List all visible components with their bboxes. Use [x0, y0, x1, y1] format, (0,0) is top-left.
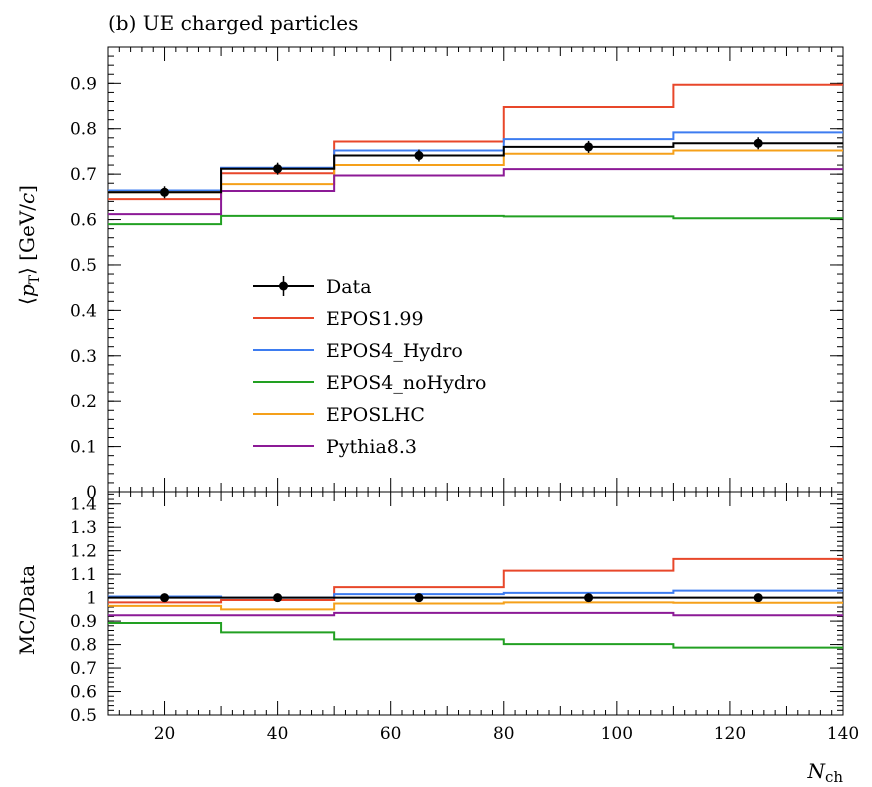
main-y-tick-label: 0.8 — [70, 120, 97, 140]
x-tick-label: 120 — [714, 724, 746, 744]
ratio-y-tick-label: 1.3 — [70, 518, 97, 538]
data-ratio-point — [753, 593, 763, 603]
ratio-y-tick-label: 0.8 — [70, 636, 97, 656]
x-axis-label-main: N — [806, 759, 826, 783]
legend-data-marker — [279, 281, 288, 291]
ratio-line-epos4-hydro — [108, 589, 843, 599]
legend: Data EPOS1.99 EPOS4_Hydro EPOS4_noHydro EPOS… — [253, 276, 487, 458]
ratio-line-eposlhc — [108, 601, 843, 611]
ratio-line-epos4-nohydro — [108, 621, 843, 649]
ratio-line-pythia8-3 — [108, 611, 843, 617]
x-tick-label: 60 — [380, 724, 402, 744]
ratio-y-tick-label: 0.6 — [70, 683, 97, 703]
legend-label-epos1-99: EPOS1.99 — [326, 308, 424, 330]
main-y-tick-label: 0.7 — [70, 165, 97, 185]
y-axis-label-end: ] — [15, 185, 39, 193]
series-line-epos4-nohydro — [108, 214, 843, 226]
x-axis-label: Nch — [806, 759, 843, 786]
data-ratio-point — [160, 593, 170, 603]
ratio-y-tick-label: 1 — [86, 589, 97, 609]
chart-title: (b) UE charged particles — [108, 11, 358, 35]
y-axis-label: ⟨pT⟩ [GeV/c] — [15, 185, 43, 305]
ratio-y-tick-label: 1.1 — [70, 565, 97, 585]
ratio-series — [108, 557, 843, 649]
legend-label-epos4-hydro: EPOS4_Hydro — [326, 340, 463, 362]
main-y-tick-label: 0.9 — [70, 74, 97, 94]
x-tick-label: 100 — [601, 724, 633, 744]
main-panel: 0 0.1 0.2 0.3 0.4 0.5 0.6 0.7 0.8 0.9 — [70, 46, 844, 503]
main-y-tick-label: 0.4 — [70, 301, 97, 321]
main-y-tick-label: 0.2 — [70, 392, 97, 412]
main-y-tick-label: 0.1 — [70, 438, 97, 458]
main-frame — [107, 46, 844, 493]
x-tick-label: 40 — [267, 724, 289, 744]
legend-label-eposlhc: EPOSLHC — [326, 404, 425, 426]
legend-data-label: Data — [326, 276, 372, 298]
ratio-y-tick-label: 1.4 — [70, 495, 97, 515]
series-line-epos1-99 — [108, 83, 843, 201]
data-ratio-point — [273, 593, 283, 603]
main-series — [108, 83, 843, 226]
series-line-eposlhc — [108, 149, 843, 194]
data-ratio-point — [414, 593, 424, 603]
x-tick-label: 140 — [827, 724, 859, 744]
y-axis-label-open: ⟨ — [15, 297, 39, 305]
data-ratio-point — [584, 593, 594, 603]
legend-label-epos4-nohydro: EPOS4_noHydro — [326, 372, 487, 394]
ratio-y-tick-label: 0.5 — [70, 706, 97, 726]
main-y-tick-label: 0.5 — [70, 256, 97, 276]
x-tick-label: 80 — [493, 724, 515, 744]
ratio-line-epos1-99 — [108, 557, 843, 604]
ratio-y-tick-label: 1.2 — [70, 542, 97, 562]
series-line-pythia8-3 — [108, 168, 843, 216]
y-axis-label-c: c — [15, 193, 39, 204]
ratio-y-tick-label: 0.9 — [70, 612, 97, 632]
x-tick-label: 20 — [154, 724, 176, 744]
ratio-y-tick-label: 0.7 — [70, 659, 97, 679]
y-axis-label-sub: T — [27, 274, 43, 284]
y-axis-label-close: ⟩ [GeV/ — [15, 204, 39, 275]
legend-label-pythia8-3: Pythia8.3 — [326, 436, 417, 458]
ratio-panel: 20 40 60 80 100 120 140 0.5 0.6 0.7 0.8 0.9 1 1.1 1.2 1… — [70, 491, 859, 744]
main-y-tick-label: 0.3 — [70, 347, 97, 367]
ratio-y-axis-label: MC/Data — [15, 565, 39, 656]
x-axis-label-sub: ch — [825, 768, 843, 786]
main-y-tick-label: 0.6 — [70, 211, 97, 231]
y-axis-label-p: p — [15, 284, 39, 297]
main-y-tick-label: 0 — [86, 483, 97, 503]
